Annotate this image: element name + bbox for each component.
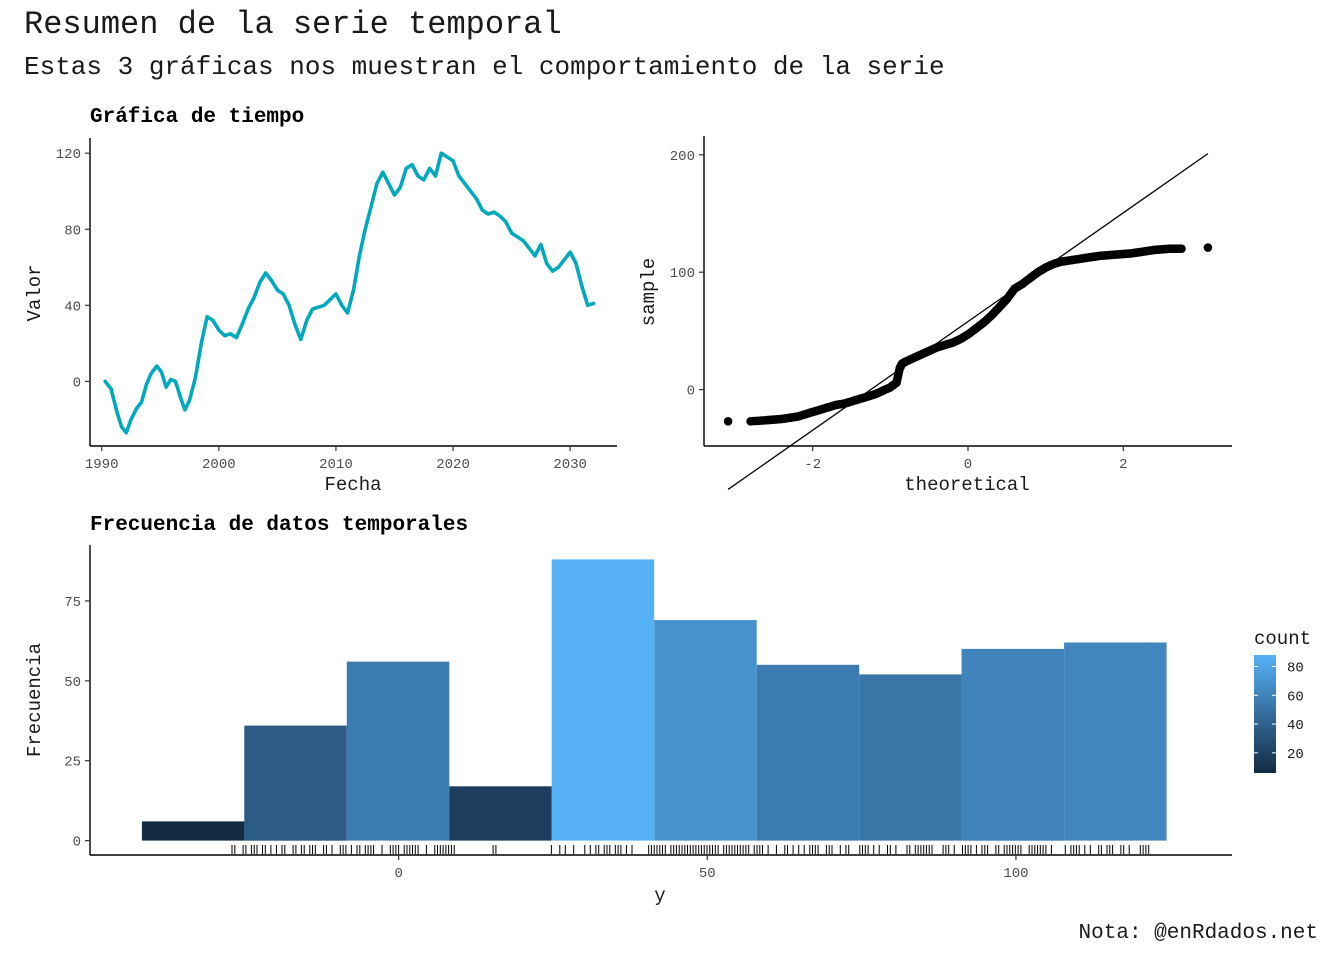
qq-point <box>723 417 733 426</box>
time-series-x-tick-label: 2010 <box>319 457 353 473</box>
qq-point <box>1203 243 1213 252</box>
histogram-bar <box>141 821 245 841</box>
time-series-y-tick-label: 120 <box>56 147 81 163</box>
time-series-y-tick-label: 40 <box>64 299 81 315</box>
histogram-x-tick-label: 100 <box>1003 866 1028 882</box>
time-series-x-tick-label: 2020 <box>436 457 470 473</box>
time-series-y-tick-label: 0 <box>73 375 81 391</box>
time-series-x-tick-label: 2030 <box>553 457 587 473</box>
legend-tick-label: 80 <box>1287 661 1304 677</box>
histogram-bar <box>859 674 962 841</box>
legend-tick-label: 60 <box>1287 689 1304 705</box>
count-legend: count 20 40 60 80 <box>1254 628 1311 773</box>
histogram-bar <box>449 786 552 841</box>
main-subtitle: Estas 3 gráficas nos muestran el comport… <box>24 52 945 82</box>
histogram-bar <box>1064 642 1167 841</box>
qq-x-tick-label: 0 <box>964 457 972 473</box>
histogram-y-tick-label: 25 <box>64 755 81 771</box>
histogram-bar <box>346 661 450 841</box>
time-series-panel: Gráfica de tiempo Fecha Valor 0 40 80 120 19… <box>24 106 617 496</box>
histogram-bar <box>756 664 860 841</box>
legend-colorbar <box>1254 655 1276 773</box>
time-series-xlabel: Fecha <box>324 474 381 496</box>
histogram-bar <box>961 648 1065 841</box>
histogram-y-tick-label: 75 <box>64 595 81 611</box>
qq-y-tick-label: 100 <box>670 266 695 282</box>
qq-y-tick-label: 0 <box>687 384 695 400</box>
histogram-ylabel: Frecuencia <box>24 643 46 757</box>
qq-x-tick-label: -2 <box>804 457 821 473</box>
histogram-x-tick-label: 50 <box>699 866 716 882</box>
histogram-title: Frecuencia de datos temporales <box>90 514 468 537</box>
time-series-y-tick-label: 80 <box>64 223 81 239</box>
legend-title: count <box>1254 628 1311 650</box>
histogram-bar <box>551 559 655 841</box>
main-title: Resumen de la serie temporal <box>24 6 562 43</box>
qq-reference-line <box>727 153 1209 490</box>
qq-y-tick-label: 200 <box>670 149 695 165</box>
histogram-rug <box>231 845 1150 854</box>
time-series-line <box>103 151 596 435</box>
histogram-x-tick-label: 0 <box>394 866 402 882</box>
legend-tick-label: 20 <box>1287 747 1304 763</box>
qq-plot-panel: theoretical sample 0 100 200 -2 0 2 <box>638 136 1232 496</box>
histogram-xlabel: y <box>654 885 665 907</box>
time-series-x-tick-label: 1990 <box>85 457 119 473</box>
qq-xlabel: theoretical <box>904 474 1029 496</box>
time-series-ylabel: Valor <box>24 264 46 321</box>
histogram-panel: Frecuencia de datos temporales y Frecuen… <box>24 514 1232 907</box>
qq-point <box>1177 244 1186 253</box>
caption: Nota: @enRdados.net <box>1078 922 1318 945</box>
time-series-x-tick-label: 2000 <box>202 457 236 473</box>
time-series-title: Gráfica de tiempo <box>90 106 304 129</box>
qq-x-tick-label: 2 <box>1119 457 1127 473</box>
histogram-y-tick-label: 0 <box>73 835 81 851</box>
qq-ylabel: sample <box>638 258 660 326</box>
histogram-bar <box>244 725 347 841</box>
legend-tick-label: 40 <box>1287 718 1304 734</box>
histogram-y-tick-label: 50 <box>64 675 81 691</box>
histogram-bar <box>654 620 757 841</box>
